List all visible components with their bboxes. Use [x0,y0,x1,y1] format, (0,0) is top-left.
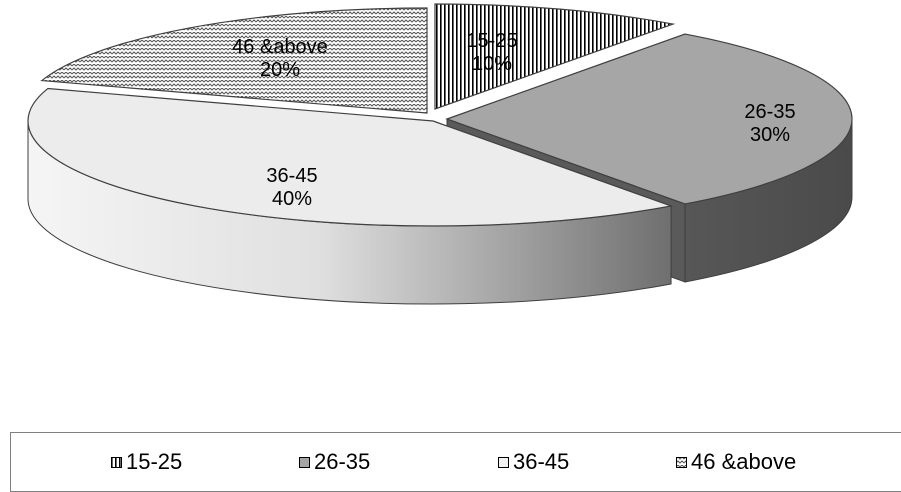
pie-slice-36-45 [27,87,674,227]
slice-label-percent: 40% [272,188,312,210]
legend-swatch-26-35 [299,456,310,468]
legend-label: 36-45 [513,449,570,474]
legend-item-46-above: 46 &above [676,449,796,475]
slice-label-category: 36-45 [266,165,317,187]
pie-slice-26-35 [445,33,853,205]
legend-label: 15-25 [126,449,183,474]
legend: 15-25 26-35 36-45 46 &above [10,432,901,492]
slice-label-percent: 30% [750,124,790,146]
slice-label-percent: 20% [260,59,300,81]
legend-item-15-25: 15-25 [111,449,182,475]
pie-slice-15-25 [434,3,676,110]
slice-label-percent: 10% [472,53,512,75]
legend-swatch-15-25 [111,456,122,468]
legend-swatch-46-above [676,456,687,468]
slice-label-category: 26-35 [744,101,795,123]
pie-slice-46-above [40,7,428,114]
legend-label: 26-35 [314,449,371,474]
legend-label: 46 &above [691,449,797,474]
slice-label-category: 15-25 [466,30,517,52]
legend-swatch-36-45 [498,456,509,468]
legend-item-26-35: 26-35 [299,449,370,475]
slice-label-category: 46 &above [232,36,328,58]
legend-item-36-45: 36-45 [498,449,569,475]
